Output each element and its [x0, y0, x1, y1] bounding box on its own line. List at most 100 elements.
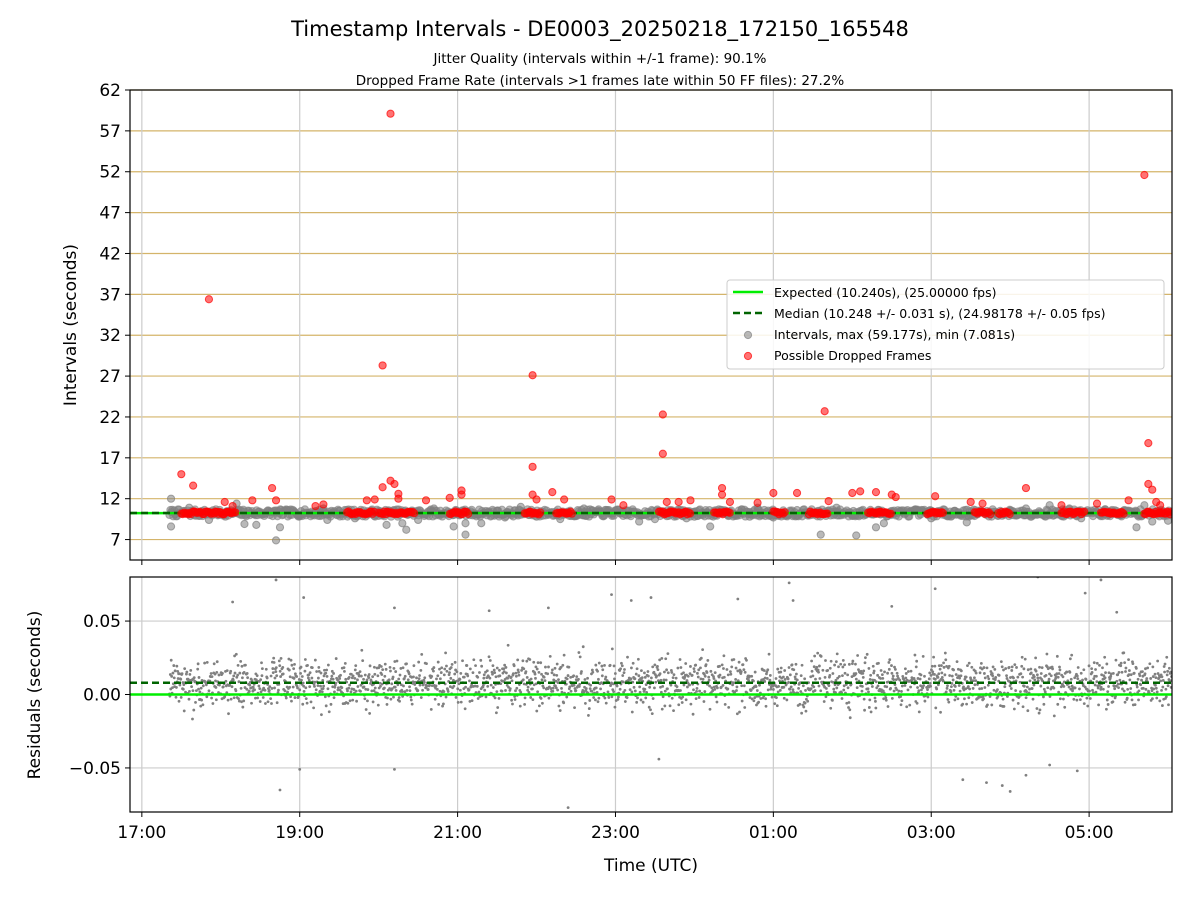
residual-point [496, 706, 500, 709]
residual-point [495, 666, 499, 670]
residual-point [314, 688, 318, 692]
residuals-ytick-label: 0.00 [83, 686, 121, 706]
residual-point [290, 663, 294, 667]
residual-point [1099, 578, 1103, 582]
residual-point [782, 685, 786, 689]
residual-point [1102, 674, 1106, 678]
dropped-frame-point [1144, 439, 1153, 448]
intervals-plot-frame [129, 89, 1173, 561]
residual-point [1042, 695, 1045, 699]
residual-point [269, 674, 273, 678]
residual-point [775, 704, 779, 708]
residual-point [686, 685, 689, 689]
residual-point [264, 667, 268, 671]
residual-point [589, 683, 593, 687]
residual-point [304, 686, 308, 690]
residual-point [722, 667, 725, 670]
residual-point [829, 706, 833, 710]
residual-point [660, 707, 664, 711]
residual-point [502, 667, 506, 671]
residual-point [1021, 705, 1025, 709]
residual-point [933, 587, 937, 591]
residual-point [764, 704, 768, 708]
residual-point [1113, 687, 1117, 691]
residual-point [822, 700, 826, 703]
residual-point [799, 690, 803, 693]
residual-point [979, 661, 983, 665]
residual-point [1164, 695, 1168, 699]
intervals-point [414, 515, 423, 525]
residual-point [836, 676, 840, 680]
residual-point [486, 684, 490, 688]
residual-point [316, 676, 320, 680]
residual-point [324, 671, 328, 675]
dropped-frame-point [1148, 485, 1157, 494]
residual-point [863, 661, 867, 665]
residual-point [423, 676, 427, 680]
residual-point [362, 677, 365, 681]
residual-point [1116, 682, 1120, 686]
residual-point [274, 666, 278, 670]
residual-point [1128, 678, 1132, 682]
residual-point [866, 687, 870, 691]
residual-point [409, 695, 413, 699]
residual-point [905, 705, 909, 709]
residual-point [1075, 674, 1079, 678]
residual-point [1078, 698, 1082, 702]
residual-point [385, 703, 389, 706]
residual-point [1055, 654, 1059, 658]
residual-point [494, 711, 498, 715]
residual-point [867, 690, 870, 694]
residual-point [619, 667, 622, 671]
residual-point [596, 669, 599, 673]
residual-point [499, 682, 503, 686]
dropped-frame-point [725, 497, 735, 507]
residual-point [663, 670, 666, 674]
residual-point [529, 677, 533, 681]
residual-point [422, 680, 426, 684]
residual-point [778, 688, 782, 692]
residual-point [834, 678, 838, 682]
residual-point [402, 677, 406, 680]
residual-point [776, 690, 780, 694]
residual-point [847, 662, 851, 666]
residual-point [653, 686, 656, 690]
residual-point [656, 664, 659, 668]
residual-point [1119, 664, 1123, 668]
residual-point [277, 688, 280, 692]
residual-point [936, 675, 940, 679]
residual-point [452, 684, 456, 688]
residual-point [1156, 672, 1160, 675]
residual-point [391, 675, 395, 679]
residual-point [868, 698, 872, 702]
residual-point [856, 654, 860, 657]
residual-point [403, 690, 407, 694]
residual-point [787, 681, 790, 684]
residual-point [1040, 666, 1044, 670]
residual-point [843, 663, 846, 667]
residual-point [659, 690, 663, 694]
residual-point [884, 698, 888, 702]
residual-point [1061, 675, 1065, 679]
residual-point [503, 663, 507, 667]
residual-point [845, 701, 849, 705]
residual-point [1038, 665, 1041, 669]
residual-point [921, 686, 925, 690]
residual-point [991, 665, 995, 669]
residual-point [695, 689, 698, 693]
residual-point [990, 672, 994, 675]
residual-point [765, 677, 769, 680]
residual-point [172, 676, 176, 680]
residual-point [1011, 698, 1015, 702]
residual-point [502, 670, 506, 674]
residual-point [988, 695, 992, 698]
residual-point [517, 670, 520, 674]
residual-point [671, 676, 675, 680]
residual-point [821, 668, 825, 672]
residual-point [231, 600, 235, 604]
residual-point [895, 688, 899, 692]
residual-point [623, 668, 626, 671]
residual-point [281, 672, 285, 676]
residual-point [982, 697, 985, 701]
residual-point [250, 701, 253, 705]
